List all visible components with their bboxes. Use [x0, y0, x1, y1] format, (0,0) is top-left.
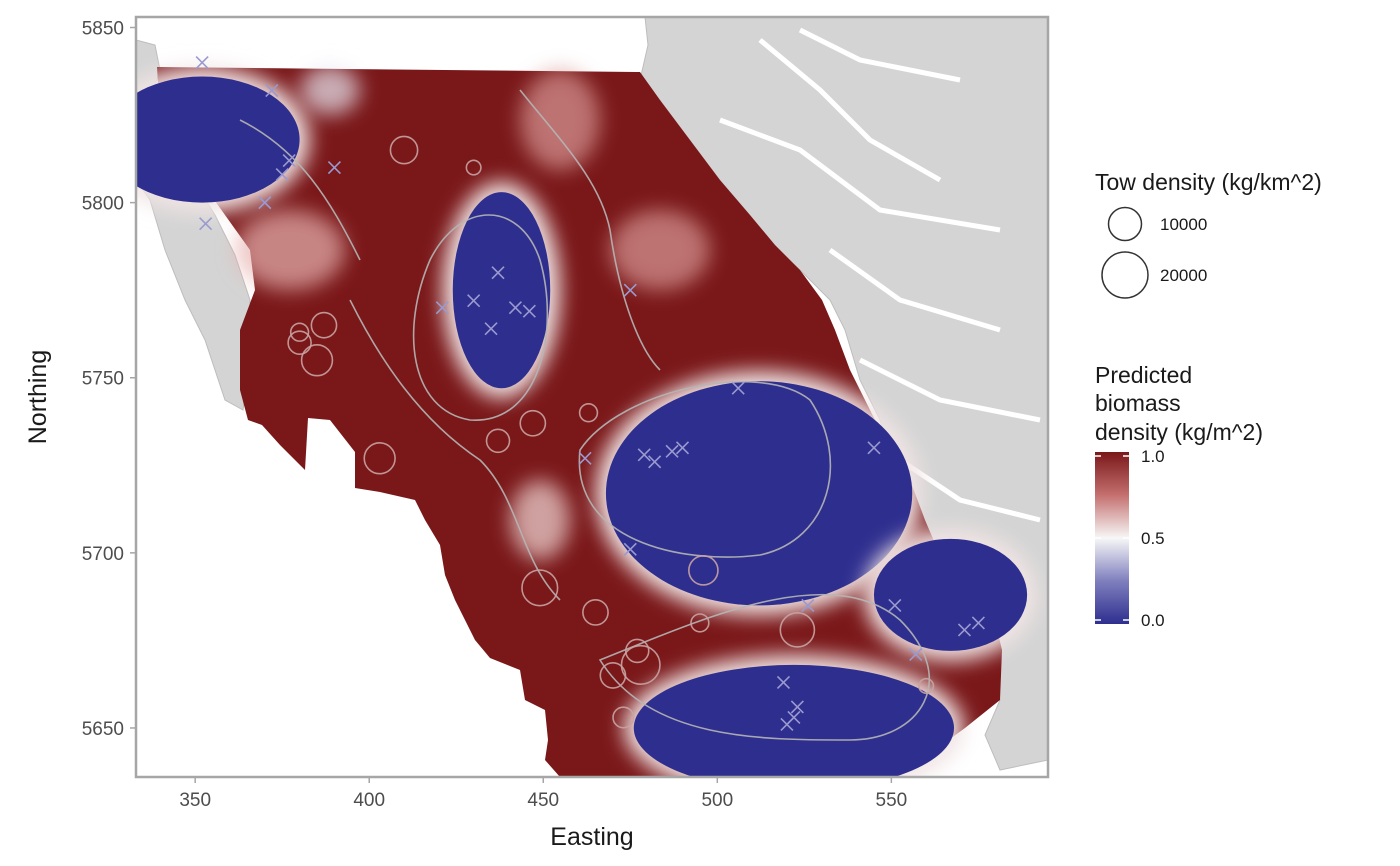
tow-circle [918, 677, 935, 695]
size-legend-label-20000: 20000 [1160, 266, 1207, 285]
zero-tow-marker [888, 598, 902, 612]
y-tick-label: 5650 [82, 719, 124, 740]
zero-tow-marker [467, 294, 481, 308]
zero-tow-marker [776, 675, 791, 690]
tow-circle [485, 428, 511, 454]
tow-circle [612, 706, 635, 729]
tow-circle [578, 403, 599, 423]
tow-circle [582, 598, 609, 626]
zero-tow-marker [491, 266, 505, 280]
size-legend-label-10000: 10000 [1160, 215, 1207, 234]
tow-circle [624, 638, 650, 664]
y-axis-title: Northing [24, 350, 52, 445]
zero-tow-marker [787, 710, 801, 725]
mid-density-patches [235, 65, 710, 560]
low-density-zone [605, 381, 913, 606]
x-axis: 350 400 450 500 550 [179, 777, 907, 811]
tow-circle [389, 135, 419, 165]
zero-tow-marker [623, 542, 637, 556]
y-tick-label: 5700 [82, 544, 124, 565]
zero-tow-marker [199, 217, 213, 231]
zero-tow-marker [484, 322, 498, 336]
colorbar-ticks: 1.0 0.5 0.0 [1095, 447, 1165, 630]
tow-circle [465, 159, 482, 176]
zero-tow-marker [957, 623, 972, 637]
tow-circle [688, 555, 719, 586]
zero-tow-marker [195, 55, 209, 70]
low-density-zones [136, 66, 1038, 777]
tow-circle [779, 612, 816, 648]
tow-circle [300, 343, 334, 377]
zero-tow-marker [275, 168, 289, 182]
size-legend-title: Tow density (kg/km^2) [1095, 169, 1322, 195]
depth-contours [239, 89, 930, 741]
color-legend: Predicted biomass density (kg/m^2) 1.0 0.… [1095, 362, 1263, 630]
x-tick-label: 400 [353, 790, 385, 811]
size-legend-circle-10000 [1107, 206, 1143, 242]
size-legend-circle-20000 [1101, 251, 1149, 299]
low-density-zone [136, 76, 300, 203]
zero-tow-marker [435, 301, 449, 315]
tow-circle [363, 442, 396, 475]
zero-tow-marker [790, 700, 804, 714]
tow-circle [690, 613, 710, 633]
zero-tow-marker [731, 381, 745, 395]
zero-tow-marker [522, 304, 536, 318]
low-density-zone [452, 192, 551, 389]
color-legend-title-line-1: Predicted [1095, 362, 1192, 388]
x-tick-label: 550 [876, 790, 908, 811]
tow-circle [620, 644, 661, 685]
tow-circle [287, 330, 312, 356]
zero-tow-marker [971, 616, 985, 630]
zero-tow-marker [508, 301, 522, 315]
tow-circle [289, 322, 310, 342]
color-legend-title-line-3: density (kg/m^2) [1095, 419, 1263, 445]
zero-tow-marker [282, 154, 296, 168]
tow-circle [521, 569, 559, 607]
tow-circle [519, 409, 547, 437]
tow-circle [310, 311, 338, 339]
low-density-zone [873, 538, 1028, 651]
zero-catch-tows [195, 55, 985, 732]
zero-tow-marker [675, 441, 690, 455]
colorbar-tick-label: 0.5 [1141, 529, 1165, 548]
y-tick-label: 5850 [82, 19, 124, 40]
zero-tow-marker [867, 441, 881, 455]
zero-tow-marker [665, 444, 679, 458]
colorbar-tick-label: 1.0 [1141, 447, 1165, 466]
x-tick-label: 500 [701, 790, 733, 811]
tow-density-circles [287, 135, 935, 729]
zero-tow-marker [909, 647, 923, 661]
x-tick-label: 450 [527, 790, 559, 811]
zero-tow-marker [327, 161, 341, 175]
zero-tow-marker [265, 83, 279, 98]
y-tick-label: 5750 [82, 369, 124, 390]
plot-panel-border [134, 15, 1050, 779]
x-tick-label: 350 [179, 790, 211, 811]
zero-tow-marker [648, 455, 662, 469]
colorbar-tick-label: 0.0 [1141, 611, 1165, 630]
zero-tow-marker [578, 451, 592, 465]
zero-tow-marker [623, 283, 637, 297]
y-axis: 5650 5700 5750 5800 5850 [82, 19, 136, 740]
x-axis-title: Easting [550, 823, 633, 851]
y-tick-label: 5800 [82, 194, 124, 215]
low-density-zone [633, 664, 954, 777]
zero-tow-marker [637, 448, 651, 462]
size-legend: Tow density (kg/km^2) 10000 20000 [1095, 169, 1322, 299]
zero-tow-marker [801, 598, 815, 612]
color-legend-title-line-2: biomass [1095, 390, 1181, 416]
zero-tow-marker [258, 196, 272, 210]
